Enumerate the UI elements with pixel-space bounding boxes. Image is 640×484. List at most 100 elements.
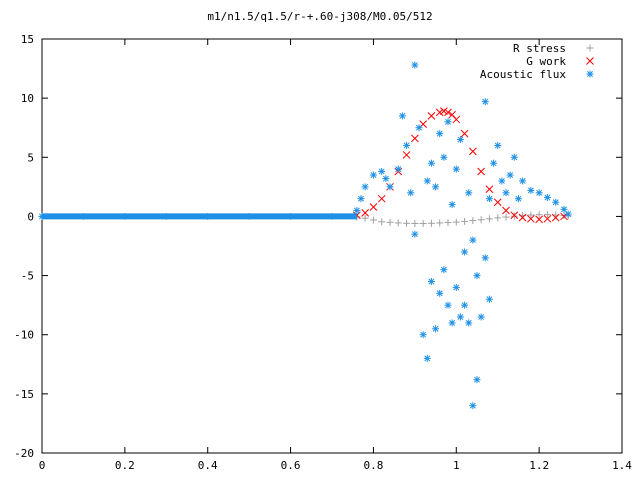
- y-tick-label: -20: [14, 447, 34, 460]
- data-point: [361, 209, 369, 217]
- data-point: [502, 206, 510, 215]
- data-point: [38, 212, 46, 220]
- plot-frame: [41, 38, 623, 454]
- data-point: [436, 289, 444, 297]
- series-acoustic-flux: [38, 61, 572, 410]
- data-point: [407, 189, 415, 197]
- data-point: [386, 218, 394, 226]
- data-point: [494, 214, 502, 222]
- data-point: [452, 165, 460, 173]
- data-point: [440, 266, 448, 274]
- data-point: [481, 98, 489, 106]
- data-point: [369, 203, 378, 211]
- data-point: [473, 376, 481, 384]
- y-tick-label: 5: [27, 151, 34, 164]
- data-point: [432, 183, 440, 191]
- data-point: [514, 195, 522, 203]
- data-point: [427, 112, 436, 120]
- x-tick-label: 0: [39, 459, 46, 472]
- series-g-work: [353, 107, 568, 224]
- data-point: [465, 189, 473, 197]
- data-point: [510, 212, 518, 220]
- data-point: [527, 186, 535, 194]
- y-tick-label: 0: [27, 210, 34, 223]
- data-point: [527, 214, 535, 223]
- y-tick-label: 10: [21, 92, 34, 105]
- data-point: [448, 201, 456, 209]
- data-point: [485, 185, 494, 194]
- x-tick-label: 0.4: [198, 459, 218, 472]
- data-point: [469, 217, 477, 225]
- data-point: [527, 211, 535, 219]
- data-point: [419, 331, 427, 339]
- data-point: [477, 167, 485, 176]
- data-point: [403, 141, 411, 149]
- data-point: [378, 218, 386, 226]
- data-point: [456, 136, 464, 144]
- data-point: [432, 325, 440, 333]
- data-point: [369, 216, 377, 224]
- data-point: [481, 254, 489, 262]
- data-point: [444, 118, 452, 126]
- data-point: [419, 220, 427, 228]
- data-point: [485, 215, 493, 223]
- data-point: [394, 219, 402, 227]
- legend-label: R stress: [513, 42, 566, 55]
- data-point: [490, 159, 498, 167]
- data-point: [551, 213, 560, 222]
- data-point: [519, 177, 527, 185]
- x-tick-label: 0.6: [281, 459, 301, 472]
- axis-ticks: 0 0.2 0.4 0.6 0.8 1 1.2 1.4 15 10 5 0 -5 -10 -15 -20: [14, 33, 632, 472]
- legend-label: G work: [526, 55, 566, 68]
- data-point: [427, 159, 435, 167]
- data-point: [444, 301, 452, 309]
- data-point: [436, 130, 444, 138]
- data-point: [427, 219, 435, 227]
- data-point: [444, 108, 452, 117]
- data-point: [510, 153, 518, 161]
- data-point: [398, 112, 406, 120]
- data-point: [423, 177, 431, 185]
- y-tick-label: -10: [14, 329, 34, 342]
- data-point: [378, 167, 386, 175]
- data-point: [415, 124, 423, 132]
- data-point: [411, 230, 419, 238]
- legend-marker: [586, 57, 594, 65]
- legend-marker: [586, 70, 594, 78]
- data-point: [461, 217, 469, 225]
- data-point: [369, 171, 377, 179]
- x-tick-label: 1.4: [612, 459, 632, 472]
- data-point: [493, 198, 502, 207]
- data-point: [469, 147, 477, 156]
- data-point: [382, 175, 390, 183]
- data-point: [485, 295, 493, 303]
- data-point: [535, 215, 543, 224]
- x-tick-label: 0.2: [115, 459, 135, 472]
- chart-title: m1/n1.5/q1.5/r-+.60-j308/M0.05/512: [207, 10, 433, 23]
- data-point: [477, 216, 485, 224]
- data-point: [452, 115, 461, 124]
- data-point: [535, 189, 543, 197]
- data-point: [361, 214, 369, 222]
- data-point: [394, 165, 402, 173]
- data-point: [477, 313, 485, 321]
- data-point: [444, 219, 452, 227]
- data-point: [518, 213, 527, 222]
- data-point: [543, 211, 551, 219]
- legend-marker: [586, 44, 594, 52]
- data-point: [460, 129, 469, 138]
- data-point: [386, 183, 394, 191]
- data-point: [510, 211, 519, 220]
- data-point: [402, 151, 411, 159]
- data-point: [469, 402, 477, 410]
- data-point: [461, 301, 469, 309]
- data-point: [423, 354, 431, 362]
- data-point: [452, 218, 460, 226]
- data-point: [506, 171, 514, 179]
- data-point: [485, 195, 493, 203]
- data-point: [353, 207, 361, 215]
- data-point: [403, 219, 411, 227]
- data-point: [543, 194, 551, 202]
- data-point: [436, 219, 444, 227]
